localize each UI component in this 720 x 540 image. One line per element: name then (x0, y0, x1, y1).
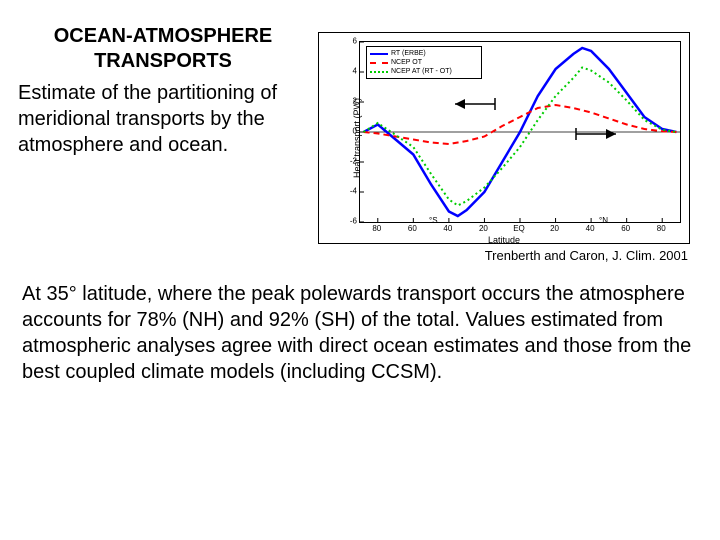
legend-item: NCEP OT (370, 58, 478, 67)
legend-label: NCEP AT (RT - OT) (391, 67, 452, 76)
xtick-label: 60 (408, 224, 417, 233)
xtick-label: 20 (479, 224, 488, 233)
legend-label: RT (ERBE) (391, 49, 426, 58)
body-text: At 35° latitude, where the peak poleward… (0, 263, 720, 385)
legend-line-icon (370, 71, 388, 73)
slide-title: OCEAN-ATMOSPHERE TRANSPORTS (18, 24, 308, 74)
chart-container: Heat transport (PW) Latitude RT (ERBE)NC… (318, 24, 688, 263)
north-label: °N (599, 216, 608, 225)
chart-legend: RT (ERBE)NCEP OTNCEP AT (RT - OT) (366, 46, 482, 79)
ytick-label: -2 (345, 157, 357, 166)
legend-label: NCEP OT (391, 58, 422, 67)
ytick-label: 0 (345, 127, 357, 136)
chart-caption: Trenberth and Caron, J. Clim. 2001 (318, 248, 688, 263)
ytick-label: 6 (345, 37, 357, 46)
ytick-label: 4 (345, 67, 357, 76)
chart-xlabel: Latitude (488, 235, 520, 245)
xtick-label: 80 (372, 224, 381, 233)
ytick-label: -6 (345, 217, 357, 226)
title-line-2: TRANSPORTS (94, 50, 232, 72)
legend-item: NCEP AT (RT - OT) (370, 67, 478, 76)
title-line-1: OCEAN-ATMOSPHERE (54, 25, 273, 47)
xtick-label: 60 (621, 224, 630, 233)
legend-item: RT (ERBE) (370, 49, 478, 58)
slide-subtitle: Estimate of the partitioning of meridion… (18, 80, 308, 158)
xtick-label: 20 (550, 224, 559, 233)
ytick-label: 2 (345, 97, 357, 106)
legend-line-icon (370, 53, 388, 55)
xtick-label: 80 (657, 224, 666, 233)
south-label: °S (429, 216, 438, 225)
legend-line-icon (370, 62, 388, 64)
xtick-label: EQ (513, 224, 525, 233)
plot-area: RT (ERBE)NCEP OTNCEP AT (RT - OT) (359, 41, 681, 223)
side-text-block: OCEAN-ATMOSPHERE TRANSPORTS Estimate of … (18, 24, 318, 263)
heat-transport-chart: Heat transport (PW) Latitude RT (ERBE)NC… (318, 32, 690, 244)
xtick-label: 40 (586, 224, 595, 233)
xtick-label: 40 (443, 224, 452, 233)
ytick-label: -4 (345, 187, 357, 196)
